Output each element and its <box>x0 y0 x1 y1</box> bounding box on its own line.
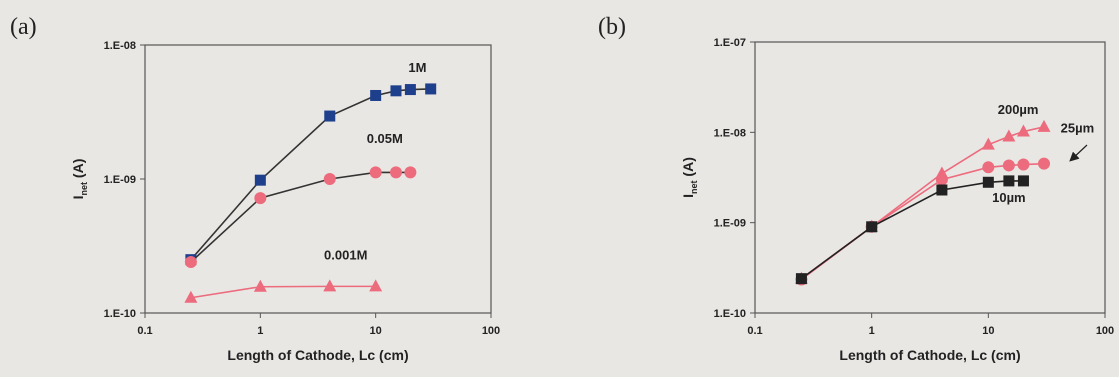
data-point-circle <box>404 166 417 179</box>
data-point-circle <box>254 192 267 205</box>
series-annotation: 25µm <box>1061 120 1095 135</box>
x-tick-label: 1 <box>869 325 875 337</box>
series-annotation: 0.001M <box>324 248 367 263</box>
data-point-triangle <box>369 279 383 292</box>
chart-b-svg: 0.1 1 10 100 1.E-10 1.E-09 1.E-08 1.E-07 Length … <box>680 37 1114 363</box>
series-2 <box>795 175 1029 285</box>
y-axis-title-main: I <box>70 195 86 199</box>
data-point-square <box>370 89 382 101</box>
chart-a-svg: 0.1 1 10 100 1.E-10 1.E-09 1.E-08 Length of Cat… <box>70 40 500 363</box>
data-point-circle <box>1017 158 1030 171</box>
y-axis-title: Inet (A) <box>680 157 699 198</box>
y-tick-label: 1.E-08 <box>104 40 136 52</box>
series-annotation: 10µm <box>992 190 1026 205</box>
data-point-square <box>982 176 994 188</box>
data-point-square <box>866 221 878 233</box>
panel-label: (b) <box>598 14 626 40</box>
data-point-square <box>936 184 948 196</box>
data-point-square <box>1003 175 1015 187</box>
data-point-square <box>425 83 437 95</box>
series-annotation: 200µm <box>998 102 1039 117</box>
y-axis-title-subscript: net <box>689 180 699 194</box>
data-point-square <box>254 174 266 186</box>
x-tick-label: 100 <box>482 325 500 337</box>
data-point-triangle <box>1002 129 1016 142</box>
y-tick-label: 1.E-09 <box>104 174 136 186</box>
y-tick-label: 1.E-10 <box>104 308 136 320</box>
annotation-arrow <box>1069 144 1088 162</box>
x-axis-title: Length of Cathode, Lc (cm) <box>839 347 1020 363</box>
series-annotation: 1M <box>408 60 426 75</box>
data-point-circle <box>184 256 197 269</box>
series-annotation: 0.05M <box>367 131 403 146</box>
y-tick-label: 1.E-10 <box>714 308 746 320</box>
data-point-triangle <box>1037 119 1051 132</box>
x-tick-label: 100 <box>1096 325 1114 337</box>
data-point-circle <box>1002 159 1015 172</box>
data-point-triangle <box>981 137 995 150</box>
data-point-triangle <box>184 290 198 303</box>
x-tick-label: 10 <box>370 325 382 337</box>
plot-frame <box>754 41 1106 314</box>
series-line <box>190 171 411 263</box>
chart-panel-a: (a) 0.1 1 10 100 1.E-10 1.E-09 1.E-08 Length of… <box>10 14 500 363</box>
x-tick-label: 0.1 <box>137 325 152 337</box>
data-point-square <box>1017 175 1029 187</box>
chart-panel-b: (b) 0.1 1 10 100 1.E-10 1.E-09 1.E-08 1.E-07 Len… <box>560 0 1119 377</box>
data-point-circle <box>1037 157 1050 170</box>
plot-frame <box>144 44 492 314</box>
data-point-circle <box>982 161 995 174</box>
x-tick-label: 1 <box>257 325 263 337</box>
series-line <box>190 285 376 299</box>
data-point-square <box>404 84 416 96</box>
data-point-circle <box>369 166 382 179</box>
y-axis-title-main: I <box>680 194 696 198</box>
y-axis-title: Inet (A) <box>70 159 89 200</box>
y-tick-label: 1.E-09 <box>714 218 746 230</box>
data-point-circle <box>323 173 336 185</box>
x-tick-label: 0.1 <box>747 325 762 337</box>
x-axis-title: Length of Cathode, Lc (cm) <box>227 347 408 363</box>
data-point-triangle <box>253 279 267 292</box>
y-axis-title-subscript: net <box>79 182 89 196</box>
data-point-triangle <box>323 279 337 292</box>
panel-label: (a) <box>10 14 37 40</box>
data-point-triangle <box>1016 124 1030 137</box>
data-point-square <box>795 273 807 285</box>
series-2 <box>184 279 383 303</box>
x-tick-label: 10 <box>982 325 994 337</box>
data-point-square <box>324 110 336 122</box>
y-tick-label: 1.E-07 <box>714 37 746 49</box>
data-point-square <box>390 85 402 97</box>
data-point-circle <box>935 173 948 186</box>
data-point-circle <box>389 166 402 179</box>
series-1 <box>184 166 417 269</box>
y-tick-label: 1.E-08 <box>714 127 746 139</box>
y-axis-title-unit: (A) <box>70 159 86 182</box>
y-axis-title-unit: (A) <box>680 157 696 180</box>
